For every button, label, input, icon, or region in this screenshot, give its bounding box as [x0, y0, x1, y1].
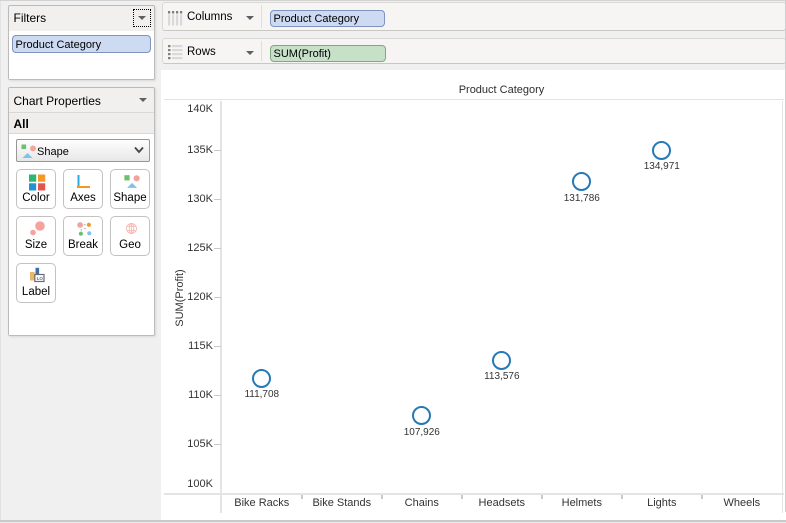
svg-text:LO: LO — [37, 276, 44, 281]
